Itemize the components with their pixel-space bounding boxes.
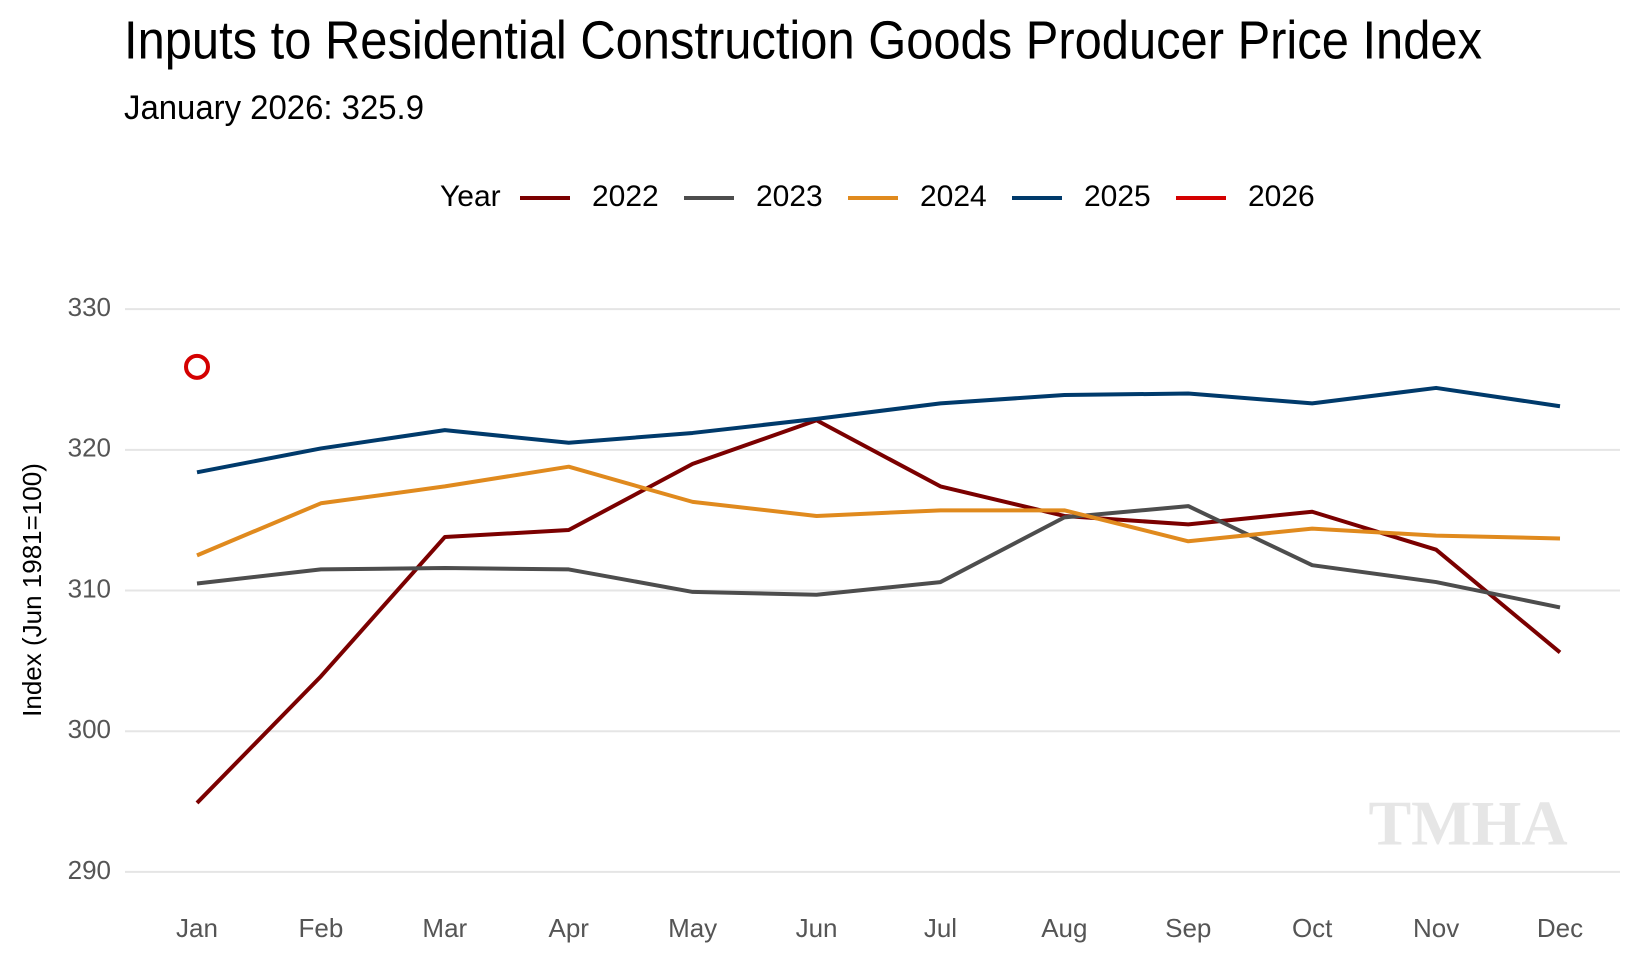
legend-title: Year	[440, 180, 501, 213]
x-tick-label: Oct	[1292, 913, 1333, 943]
x-tick-label: Jan	[176, 913, 218, 943]
y-axis-label: Index (Jun 1981=100)	[17, 463, 47, 717]
line	[196, 385, 1561, 475]
x-tick-label: Apr	[548, 913, 589, 943]
line	[195, 418, 1562, 805]
x-tick-label: Sep	[1165, 913, 1211, 943]
x-tick-label: Aug	[1041, 913, 1087, 943]
watermark: TMHA	[1368, 788, 1567, 859]
x-tick-label: Feb	[299, 913, 344, 943]
legend-label: 2025	[1084, 180, 1151, 213]
chart-title: Inputs to Residential Construction Goods…	[124, 10, 1482, 70]
x-tick-label: Jul	[924, 913, 957, 943]
y-tick-label: 310	[68, 573, 111, 603]
legend-label: 2023	[756, 180, 823, 213]
x-tick-label: Dec	[1537, 913, 1583, 943]
x-tick-label: May	[668, 913, 717, 943]
x-tick-label: Mar	[422, 913, 467, 943]
chart-subtitle: January 2026: 325.9	[124, 89, 424, 127]
legend-label: 2026	[1248, 180, 1315, 213]
y-tick-label: 300	[68, 714, 111, 744]
line	[196, 504, 1561, 610]
y-tick-label: 290	[68, 855, 111, 885]
point	[184, 353, 210, 380]
legend-label: 2024	[920, 180, 987, 213]
y-tick-label: 320	[68, 433, 111, 463]
x-tick-label: Jun	[796, 913, 838, 943]
x-tick-label: Nov	[1413, 913, 1459, 943]
y-tick-label: 330	[68, 292, 111, 322]
line	[196, 464, 1561, 558]
legend-label: 2022	[592, 180, 659, 213]
